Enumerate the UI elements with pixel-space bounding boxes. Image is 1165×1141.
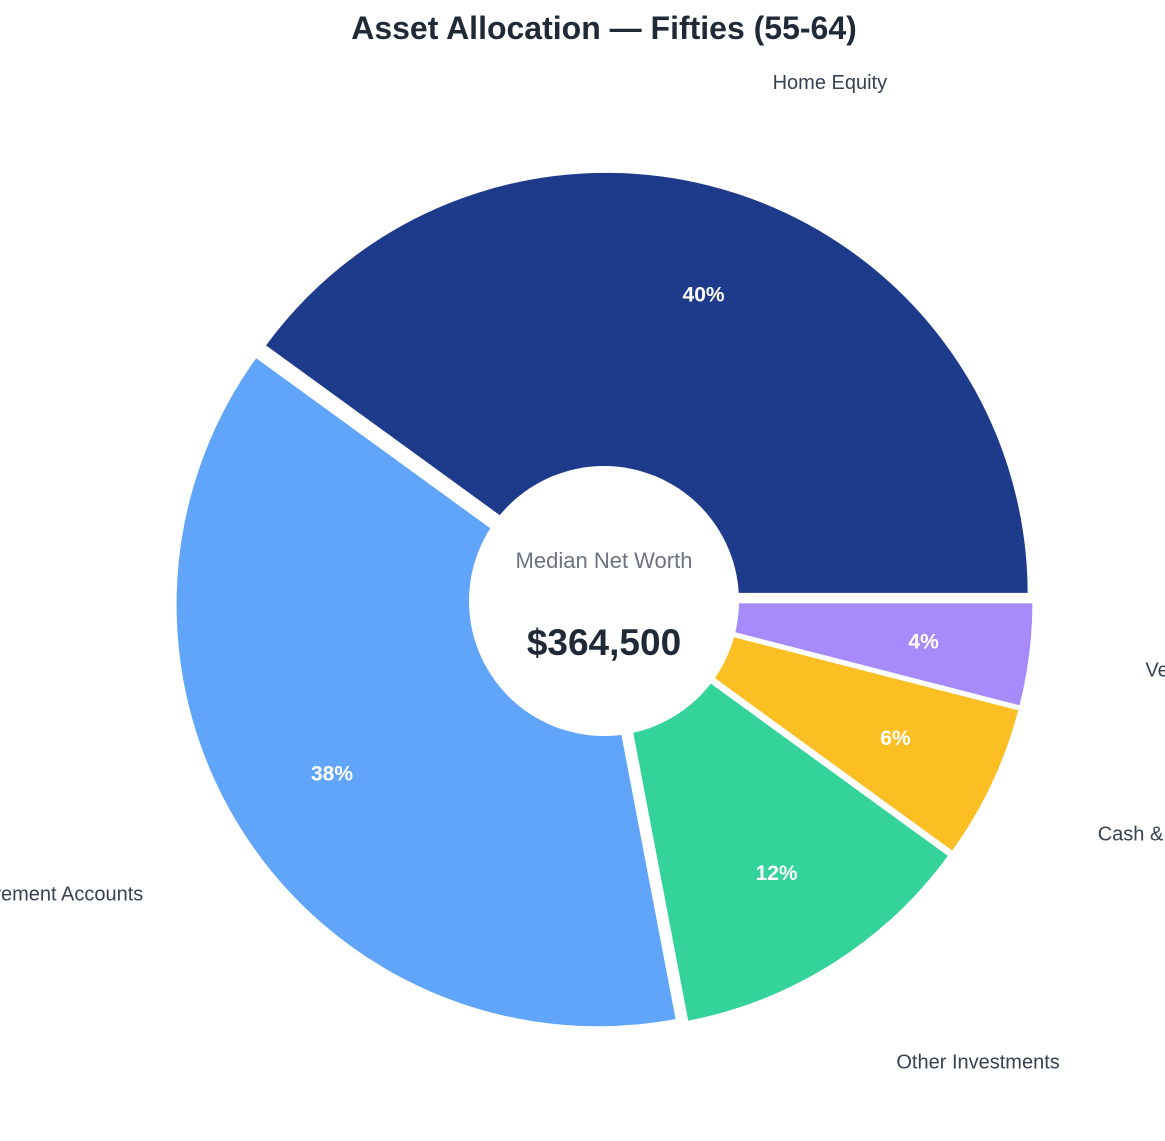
- slice-label: Retirement Accounts: [0, 883, 143, 905]
- slice-label: Vehicles: [1145, 659, 1165, 681]
- slice-label: Home Equity: [773, 72, 888, 94]
- pct-label: 4%: [908, 630, 939, 653]
- slice-label: Other Investments: [896, 1052, 1059, 1074]
- center-value: $364,500: [527, 622, 681, 663]
- pct-label: 12%: [756, 862, 798, 885]
- chart-title: Asset Allocation — Fifties (55-64): [351, 10, 857, 46]
- pct-label: 40%: [683, 284, 725, 307]
- slice-label: Cash & Bank: [1098, 823, 1165, 845]
- center-caption: Median Net Worth: [516, 548, 693, 573]
- center-hole: [469, 466, 739, 736]
- pie-slice-home-equity: [261, 169, 1031, 596]
- pct-label: 38%: [311, 763, 353, 786]
- pct-label: 6%: [880, 727, 911, 750]
- pie-slice-other-investments: [605, 603, 953, 1025]
- pie-slice-retirement-accounts: [173, 354, 680, 1030]
